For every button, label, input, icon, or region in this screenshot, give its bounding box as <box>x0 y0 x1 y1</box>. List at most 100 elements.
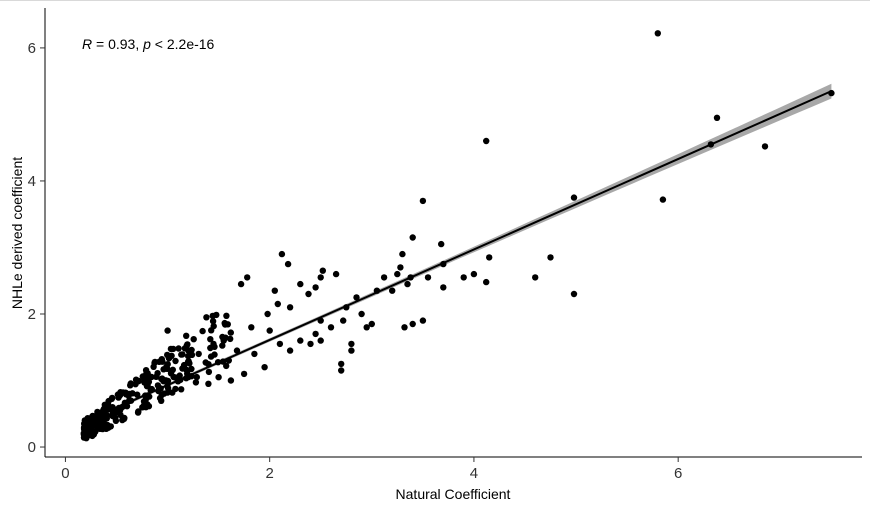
data-point <box>144 382 151 389</box>
data-point <box>89 432 96 440</box>
data-point <box>105 397 112 405</box>
data-point <box>358 310 365 318</box>
data-point <box>219 333 226 341</box>
data-point <box>368 320 375 328</box>
data-point <box>483 137 490 145</box>
correlation-annotation: R = 0.93, p < 2.2e-16 <box>82 36 215 52</box>
x-axis-title: Natural Coefficient <box>396 486 511 502</box>
data-point <box>237 280 245 288</box>
fit-line-layer <box>83 90 832 424</box>
data-point <box>193 373 200 381</box>
x-tick-label: 4 <box>470 465 478 482</box>
data-point <box>264 310 271 318</box>
data-point <box>207 353 215 360</box>
data-point <box>109 412 116 420</box>
data-point <box>183 332 190 339</box>
data-point <box>224 321 231 328</box>
data-point <box>332 270 340 278</box>
data-point <box>190 336 197 343</box>
data-point <box>419 317 427 324</box>
data-point <box>143 370 150 377</box>
data-point <box>156 394 164 402</box>
data-point <box>353 294 360 301</box>
data-point <box>240 370 248 378</box>
data-point <box>205 368 213 376</box>
data-point <box>164 327 171 334</box>
data-point <box>363 324 370 331</box>
data-point <box>338 360 345 368</box>
data-point <box>153 373 160 380</box>
data-point <box>154 382 162 389</box>
data-point <box>570 290 578 298</box>
data-point <box>179 351 186 358</box>
data-point <box>348 340 355 348</box>
data-point <box>227 335 234 343</box>
data-point <box>99 425 106 433</box>
y-tick-label: 4 <box>28 173 36 190</box>
data-point <box>102 404 110 412</box>
data-point <box>122 391 130 398</box>
data-point <box>440 284 447 291</box>
data-point <box>151 359 158 367</box>
data-point <box>188 346 195 354</box>
p-symbol: p <box>142 36 151 52</box>
y-tick-label: 6 <box>28 40 36 57</box>
data-point <box>297 280 304 288</box>
data-point <box>409 234 416 241</box>
data-point <box>570 194 578 201</box>
data-point <box>248 324 255 331</box>
data-point <box>483 278 490 286</box>
data-point <box>312 330 319 338</box>
data-point <box>203 314 210 321</box>
data-point <box>271 287 278 294</box>
data-point <box>178 386 185 393</box>
data-point <box>409 320 416 328</box>
axes-layer: 0 2 4 6 0 2 4 6 <box>28 8 862 482</box>
data-point <box>170 345 177 353</box>
data-point <box>134 391 141 398</box>
data-point <box>141 375 148 382</box>
data-point <box>251 350 258 358</box>
data-point <box>199 327 206 335</box>
data-point <box>401 324 408 331</box>
data-point <box>120 415 128 423</box>
data-point <box>276 340 284 348</box>
data-point <box>394 270 401 278</box>
data-point <box>167 370 175 377</box>
data-point <box>532 274 539 281</box>
data-point <box>486 254 493 261</box>
data-point <box>134 409 142 416</box>
data-point <box>404 280 411 288</box>
data-point <box>340 317 347 324</box>
y-tick-label: 2 <box>28 306 36 323</box>
data-point <box>470 270 478 278</box>
data-point <box>284 260 292 268</box>
data-point <box>317 337 324 344</box>
data-point <box>227 329 234 336</box>
data-point <box>158 356 165 363</box>
data-point <box>112 417 120 424</box>
data-point <box>164 361 171 368</box>
x-tick-label: 0 <box>61 465 69 482</box>
data-point <box>192 379 200 386</box>
data-point <box>209 318 217 325</box>
data-point <box>185 358 192 365</box>
points-layer <box>80 30 835 442</box>
x-tick-label: 6 <box>674 465 682 482</box>
data-point <box>274 300 281 308</box>
r-symbol: R <box>82 36 92 52</box>
data-point <box>233 347 241 354</box>
data-point <box>380 274 388 281</box>
data-point <box>278 250 286 258</box>
data-point <box>761 143 769 150</box>
data-point <box>117 391 124 398</box>
data-point <box>164 351 171 359</box>
data-point <box>176 372 183 379</box>
data-point <box>127 382 134 389</box>
data-point <box>266 327 273 334</box>
data-point <box>209 312 216 320</box>
data-point <box>438 240 445 248</box>
data-point <box>261 364 268 371</box>
data-point <box>389 287 396 294</box>
